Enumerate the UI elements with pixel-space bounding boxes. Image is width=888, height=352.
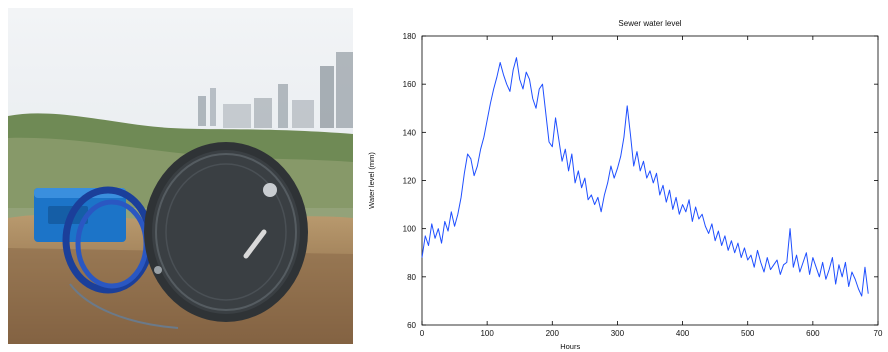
x-tick-label: 100 (480, 329, 494, 338)
x-tick-label: 70 (874, 329, 883, 338)
manhole-sensor-photo (8, 8, 353, 344)
city-skyline (198, 52, 353, 128)
x-axis-label: Hours (560, 342, 580, 351)
sewer-water-level-chart: Sewer water level 60 80 100 120 140 160 180 0 1… (360, 0, 888, 352)
y-tick-label: 60 (407, 321, 416, 330)
x-tick-label: 400 (676, 329, 690, 338)
x-tick-label: 500 (741, 329, 755, 338)
y-axis-label: Water level (mm) (367, 152, 376, 209)
chart-title: Sewer water level (618, 19, 681, 28)
y-tick-label: 120 (403, 177, 417, 186)
y-tick-label: 140 (403, 128, 417, 137)
x-tick-label: 0 (420, 329, 425, 338)
y-tick-label: 180 (403, 32, 417, 41)
x-tick-label: 300 (611, 329, 625, 338)
manhole-cover (144, 142, 308, 322)
x-axis: 0 100 200 300 400 500 600 70 (420, 36, 883, 338)
plot-frame (421, 35, 879, 326)
photo-illustration (8, 8, 353, 344)
y-tick-label: 80 (407, 273, 416, 282)
y-tick-label: 100 (403, 225, 417, 234)
y-axis: 60 80 100 120 140 160 180 (403, 32, 878, 330)
cable-lead (69, 283, 179, 329)
series-points (421, 57, 868, 297)
x-tick-label: 600 (806, 329, 820, 338)
x-tick-label: 200 (546, 329, 560, 338)
series-line (421, 57, 869, 297)
y-tick-label: 160 (403, 80, 417, 89)
chart-svg: Sewer water level 60 80 100 120 140 160 180 0 1… (367, 19, 883, 351)
